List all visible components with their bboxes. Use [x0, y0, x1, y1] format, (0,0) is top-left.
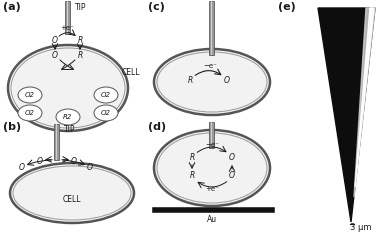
Text: TIP: TIP [64, 125, 76, 134]
Text: (b): (b) [3, 122, 21, 132]
Text: CELL: CELL [63, 196, 81, 205]
Text: (c): (c) [148, 2, 165, 12]
Ellipse shape [94, 87, 118, 103]
Text: O: O [229, 172, 235, 181]
Polygon shape [318, 8, 375, 222]
Bar [211, 1, 212, 55]
Text: R: R [77, 50, 83, 59]
Text: R: R [189, 172, 194, 181]
Text: +e⁻: +e⁻ [205, 186, 219, 192]
Text: R: R [77, 36, 83, 45]
Ellipse shape [154, 130, 270, 206]
Text: O: O [52, 50, 58, 59]
Text: R2: R2 [64, 114, 73, 120]
Ellipse shape [10, 163, 134, 223]
Text: O2: O2 [101, 110, 111, 116]
Ellipse shape [18, 105, 42, 121]
Text: O: O [19, 164, 25, 173]
Text: R: R [189, 154, 194, 163]
Ellipse shape [18, 87, 42, 103]
Text: −e⁻: −e⁻ [205, 142, 219, 148]
Text: TIP: TIP [75, 3, 87, 12]
Bar [209, 1, 214, 55]
Polygon shape [354, 8, 375, 197]
Ellipse shape [94, 105, 118, 121]
Text: R: R [187, 76, 192, 85]
Text: 3 μm: 3 μm [350, 223, 372, 232]
Text: O2: O2 [101, 92, 111, 98]
Bar [65, 1, 71, 34]
Text: (e): (e) [278, 2, 296, 12]
Text: Au: Au [207, 215, 217, 224]
Bar [211, 122, 212, 148]
Text: CELL: CELL [122, 68, 140, 77]
Text: O: O [224, 76, 230, 85]
Text: O: O [229, 154, 235, 163]
Ellipse shape [8, 45, 128, 131]
Ellipse shape [154, 49, 270, 115]
Polygon shape [355, 8, 374, 187]
Text: +e⁻: +e⁻ [60, 25, 74, 31]
Bar [56, 124, 57, 160]
Ellipse shape [56, 109, 80, 125]
Text: O: O [71, 158, 77, 167]
Text: O: O [52, 36, 58, 45]
Text: (a): (a) [3, 2, 21, 12]
Text: O: O [87, 164, 93, 173]
Text: O: O [37, 158, 43, 167]
Bar [54, 124, 60, 160]
Bar [209, 122, 214, 148]
Text: −e⁻: −e⁻ [203, 63, 218, 69]
Text: (d): (d) [148, 122, 166, 132]
Text: O2: O2 [25, 92, 35, 98]
Bar [67, 1, 68, 34]
Text: O2: O2 [25, 110, 35, 116]
